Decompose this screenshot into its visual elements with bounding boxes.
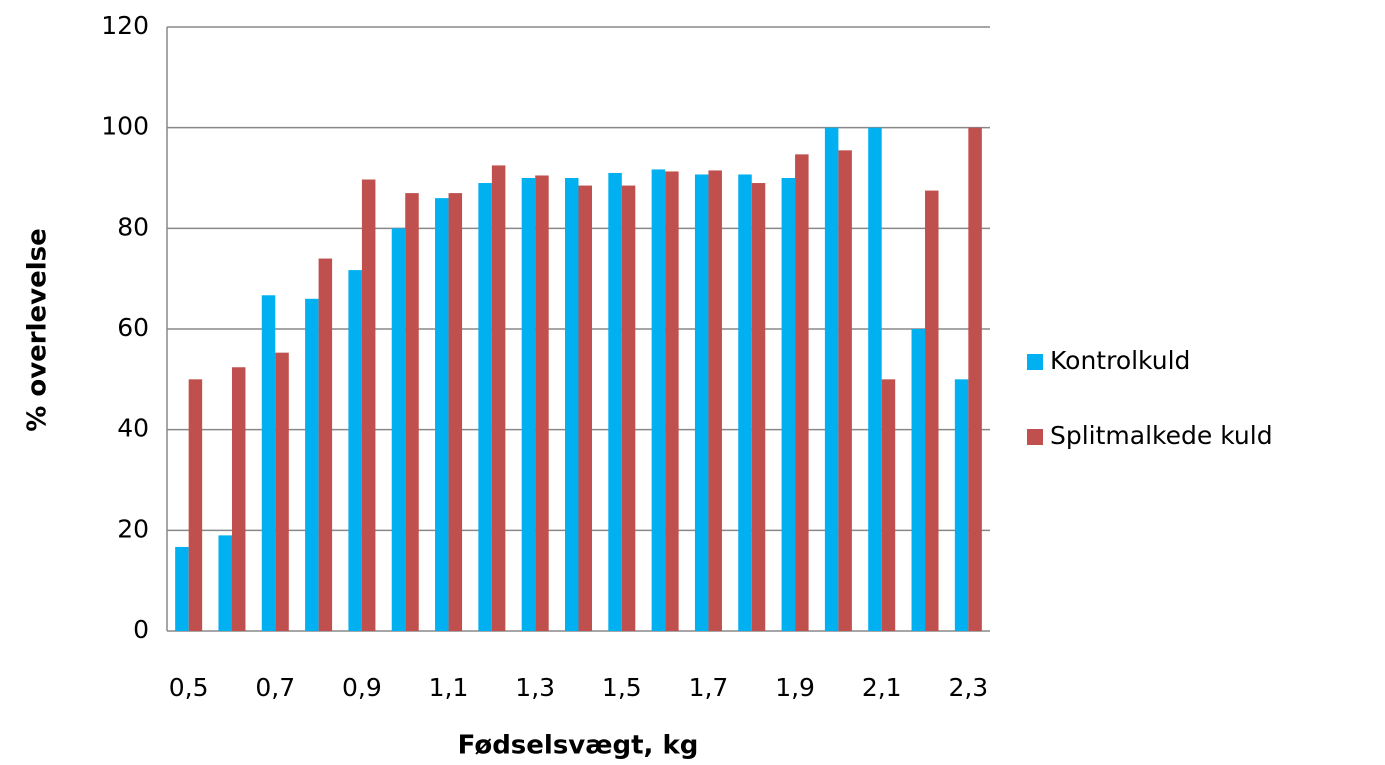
- bar: [275, 352, 289, 631]
- bar: [578, 185, 592, 632]
- y-tick-label: 0: [133, 615, 149, 644]
- x-tick-label: 1,1: [429, 673, 469, 702]
- y-tick-label: 20: [117, 514, 149, 543]
- legend-swatch: [1027, 354, 1043, 370]
- bar: [665, 171, 679, 631]
- bar: [318, 258, 333, 631]
- bar: [694, 174, 709, 631]
- bar: [911, 329, 926, 631]
- y-tick-label: 100: [101, 112, 149, 141]
- bar: [305, 298, 319, 631]
- x-tick-label: 0,7: [255, 673, 295, 702]
- x-tick-label: 1,3: [515, 673, 555, 702]
- bar: [361, 179, 376, 631]
- y-tick-label: 60: [117, 313, 149, 342]
- bar: [824, 127, 839, 632]
- bar: [478, 183, 492, 632]
- bar: [565, 178, 579, 631]
- bar: [435, 198, 449, 631]
- y-tick-label: 80: [117, 212, 149, 241]
- x-axis-title: Fødselsvægt, kg: [458, 731, 699, 761]
- bar: [521, 178, 536, 631]
- bar: [188, 379, 203, 631]
- x-tick-label: 2,1: [862, 673, 902, 702]
- bar: [708, 170, 722, 631]
- bar: [535, 175, 549, 631]
- y-tick-label: 120: [101, 11, 149, 40]
- bar: [608, 172, 622, 631]
- bar: [868, 127, 882, 632]
- bar: [651, 169, 666, 631]
- bar: [491, 165, 506, 631]
- bar: [881, 379, 896, 631]
- bar: [391, 228, 406, 632]
- bar: [781, 178, 796, 631]
- x-tick-label: 2,3: [948, 673, 988, 702]
- bar: [751, 183, 766, 632]
- bar: [218, 535, 232, 631]
- bar: [925, 190, 939, 632]
- bar: [968, 127, 982, 632]
- x-tick-label: 1,9: [775, 673, 815, 702]
- bar: [261, 295, 276, 631]
- legend-label: Splitmalkede kuld: [1050, 421, 1273, 450]
- x-tick-label: 0,9: [342, 673, 382, 702]
- legend-label: Kontrolkuld: [1050, 346, 1190, 375]
- bar: [954, 379, 969, 631]
- bar: [231, 367, 246, 631]
- bar: [405, 193, 419, 631]
- x-tick-label: 1,5: [602, 673, 642, 702]
- y-tick-label: 40: [117, 414, 149, 443]
- x-tick-label: 1,7: [689, 673, 729, 702]
- y-axis-title: % overlevelse: [23, 228, 53, 432]
- x-tick-label: 0,5: [169, 673, 209, 702]
- bar: [738, 174, 752, 631]
- bar: [621, 185, 636, 632]
- legend-swatch: [1027, 429, 1043, 445]
- bar: [838, 150, 852, 632]
- bar: [448, 193, 463, 631]
- bar: [348, 270, 362, 631]
- bar: [795, 154, 809, 632]
- bar: [175, 546, 189, 631]
